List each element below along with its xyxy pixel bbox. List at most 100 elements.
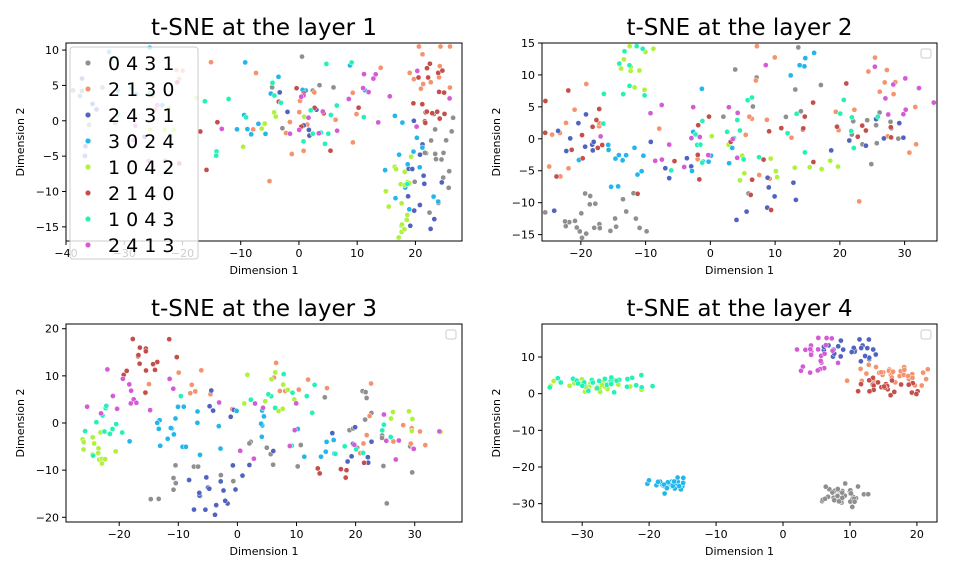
data-point — [360, 440, 367, 447]
data-point — [766, 128, 772, 135]
axes-frame — [65, 42, 463, 242]
data-point — [616, 152, 622, 158]
data-point — [568, 146, 575, 153]
data-point — [392, 195, 399, 202]
data-point — [436, 428, 443, 435]
data-point — [422, 120, 429, 126]
data-point — [421, 180, 428, 187]
data-point — [214, 119, 221, 126]
data-point — [392, 456, 399, 463]
y-tick-label: −5 — [519, 165, 535, 178]
data-point — [333, 102, 340, 109]
data-point — [550, 378, 557, 384]
data-point — [850, 145, 857, 151]
data-point — [188, 381, 195, 388]
data-point — [323, 61, 330, 67]
data-point — [215, 423, 222, 429]
data-point — [836, 498, 842, 505]
data-point — [798, 367, 804, 374]
data-point — [338, 466, 344, 472]
data-point — [754, 43, 760, 50]
data-point — [901, 366, 908, 373]
data-point — [706, 113, 712, 120]
data-point — [351, 441, 358, 448]
data-point — [417, 202, 423, 208]
x-axis-label: Dimension 1 — [230, 264, 299, 277]
legend-entry: 2 1 3 0 — [108, 79, 174, 101]
data-point — [395, 234, 402, 241]
data-point — [913, 141, 919, 148]
data-point — [311, 382, 318, 388]
data-point — [330, 84, 337, 91]
data-point — [422, 442, 429, 448]
data-point — [808, 351, 814, 358]
data-point — [414, 134, 420, 141]
data-point — [585, 387, 592, 394]
data-point — [821, 350, 828, 357]
data-point — [230, 478, 237, 484]
data-point — [440, 150, 447, 156]
data-point — [241, 400, 248, 407]
data-point — [348, 453, 355, 460]
data-point — [252, 400, 258, 407]
data-point — [447, 84, 453, 91]
data-point — [586, 201, 593, 208]
data-point — [659, 156, 665, 163]
data-point — [865, 491, 872, 498]
data-point — [873, 140, 880, 147]
data-point — [573, 224, 580, 231]
data-point — [271, 92, 278, 99]
data-point — [446, 168, 453, 175]
data-point — [82, 428, 88, 434]
data-point — [95, 445, 102, 452]
data-point — [420, 172, 427, 179]
data-point — [217, 478, 224, 485]
data-point — [602, 376, 608, 382]
data-point — [747, 192, 754, 198]
y-tick-label: 0 — [528, 388, 535, 401]
data-point — [248, 396, 254, 403]
data-point — [386, 93, 393, 100]
data-point — [567, 135, 574, 142]
data-point — [407, 440, 414, 447]
data-point — [671, 158, 678, 164]
x-axis-label: Dimension 1 — [230, 545, 299, 558]
data-point — [147, 407, 153, 413]
data-point — [400, 422, 407, 428]
data-point — [218, 472, 224, 478]
x-tick-label: 0 — [234, 528, 241, 541]
data-point — [411, 207, 418, 214]
data-point — [666, 175, 673, 181]
data-point — [566, 382, 573, 389]
data-point — [734, 154, 741, 161]
y-tick-label: −15 — [36, 221, 59, 234]
data-point — [152, 367, 158, 373]
data-point — [212, 511, 218, 518]
data-point — [272, 369, 279, 376]
data-point — [793, 197, 799, 203]
subplot-layer-2: t-SNE at the layer 2 −20 −10 0 10 20 30 −15 −10 −… — [490, 15, 938, 277]
data-point — [419, 144, 426, 151]
data-point — [788, 134, 795, 141]
data-point — [626, 83, 633, 89]
data-point — [655, 478, 661, 485]
data-point — [633, 382, 640, 389]
data-point — [332, 116, 339, 123]
data-point — [126, 381, 133, 388]
data-point — [697, 141, 704, 148]
data-point — [128, 387, 134, 394]
y-tick-label: −10 — [36, 464, 59, 477]
data-point — [767, 155, 774, 162]
data-point — [316, 82, 323, 89]
data-point — [572, 218, 578, 224]
y-tick-label: 0 — [52, 115, 59, 128]
data-point — [416, 164, 423, 171]
data-point — [253, 70, 259, 76]
data-point — [344, 458, 351, 465]
subplot-title: t-SNE at the layer 4 — [626, 296, 852, 322]
data-point — [361, 459, 367, 466]
axes-frame — [541, 323, 938, 523]
data-point — [807, 346, 814, 353]
data-point — [129, 336, 136, 342]
